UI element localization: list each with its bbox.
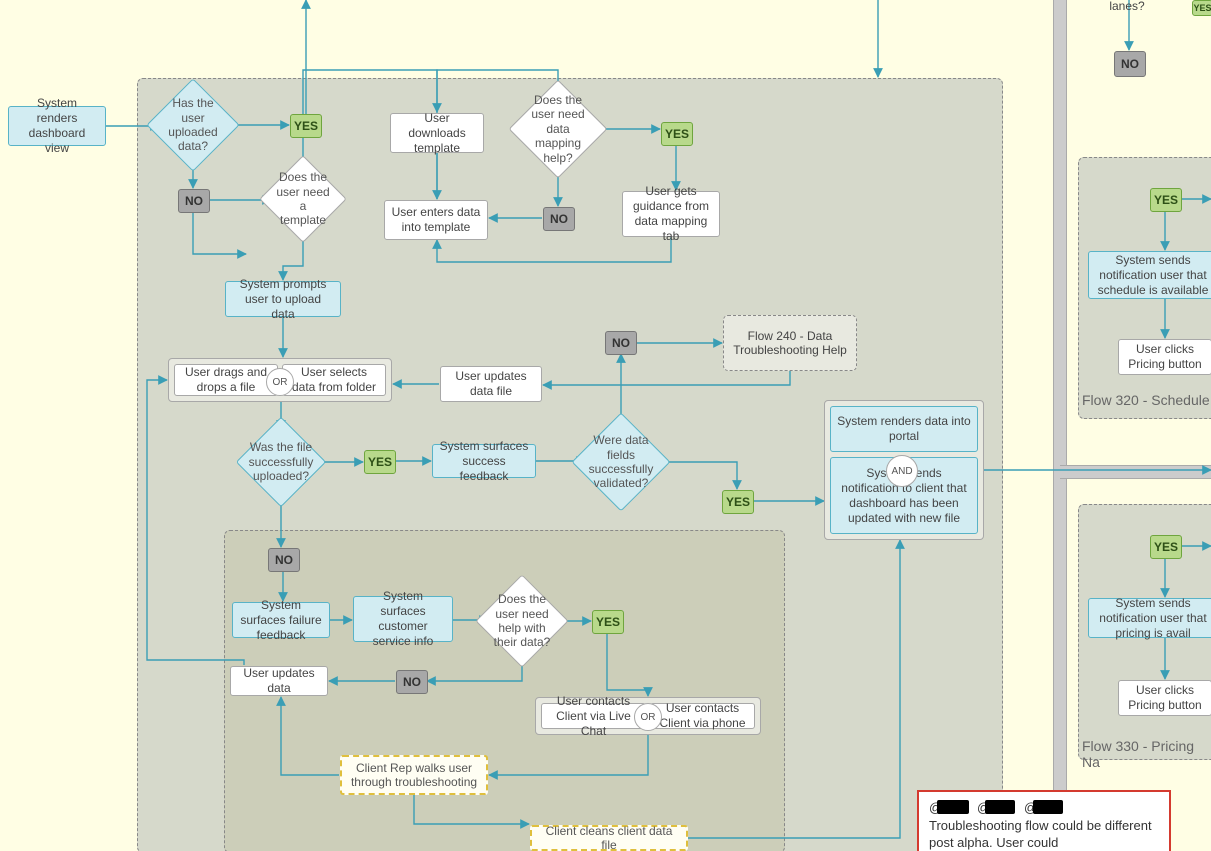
node-customer-service-info[interactable]: System surfaces customer service info [353, 596, 453, 642]
yes-validated: YES [722, 490, 754, 514]
node-render-into-portal: System renders data into portal [830, 406, 978, 452]
redaction-3 [1033, 800, 1063, 814]
node-contact-phone: User contacts Client via phone [650, 703, 755, 729]
node-enter-data-template[interactable]: User enters data into template [384, 200, 488, 240]
no-top-right: NO [1114, 51, 1146, 77]
redaction-1 [937, 800, 969, 814]
node-download-template[interactable]: User downloads template [390, 113, 484, 153]
node-rep-troubleshoot[interactable]: Client Rep walks user through troublesho… [340, 755, 488, 795]
decision-need-help-data[interactable]: Does the user need help with their data? [489, 588, 555, 654]
yes-need-help: YES [592, 610, 624, 634]
node-user-updates-data-file[interactable]: User updates data file [440, 366, 542, 402]
no-mapping: NO [543, 207, 575, 231]
yes-320: YES [1150, 188, 1182, 212]
fragment-lanes-text: lanes? [1097, 0, 1157, 12]
node-click-pricing-330[interactable]: User clicks Pricing button [1118, 680, 1211, 716]
node-system-prompt-upload[interactable]: System prompts user to upload data [225, 281, 341, 317]
decision-need-mapping-help[interactable]: Does the user need data mapping help? [523, 94, 593, 164]
node-click-pricing-320[interactable]: User clicks Pricing button [1118, 339, 1211, 375]
node-guidance-mapping-tab[interactable]: User gets guidance from data mapping tab [622, 191, 720, 237]
v-scroll-track[interactable] [1053, 0, 1067, 851]
node-user-updates-data[interactable]: User updates data [230, 666, 328, 696]
node-system-renders-dashboard[interactable]: System renders dashboard view [8, 106, 106, 146]
and-connector: AND [886, 455, 918, 487]
comment-text: Troubleshooting flow could be different … [929, 818, 1159, 851]
or-connector-upload: OR [266, 368, 294, 396]
no-uploaded: NO [178, 189, 210, 213]
decision-upload-success[interactable]: Was the file successfully uploaded? [249, 430, 313, 494]
yes-uploaded: YES [290, 114, 322, 138]
yes-mapping: YES [661, 122, 693, 146]
no-upload-ok: NO [268, 548, 300, 572]
no-validated: NO [605, 331, 637, 355]
node-drag-drop-file: User drags and drops a file [174, 364, 278, 396]
node-client-cleans-file[interactable]: Client cleans client data file [530, 825, 688, 851]
label-flow-320: Flow 320 - Schedule [1082, 392, 1210, 408]
redaction-2 [985, 800, 1015, 814]
node-select-from-folder: User selects data from folder [282, 364, 386, 396]
node-failure-feedback[interactable]: System surfaces failure feedback [232, 602, 330, 638]
label-flow-330: Flow 330 - Pricing Na [1082, 738, 1211, 770]
node-notify-pricing-available[interactable]: System sends notification user that pric… [1088, 598, 1211, 638]
yes-upload-ok: YES [364, 450, 396, 474]
node-notify-schedule-available[interactable]: System sends notification user that sche… [1088, 251, 1211, 299]
yes-330: YES [1150, 535, 1182, 559]
ref-flow-240[interactable]: Flow 240 - Data Troubleshooting Help [723, 315, 857, 371]
decision-fields-validated[interactable]: Were data fields successfully validated? [586, 427, 656, 497]
h-scroll-track[interactable] [1060, 465, 1211, 479]
node-contact-live-chat: User contacts Client via Live Chat [541, 703, 646, 729]
decision-need-template[interactable]: Does the user need a template [272, 168, 334, 230]
no-need-help: NO [396, 670, 428, 694]
yes-top-right-fragment: YES [1192, 0, 1211, 16]
node-success-feedback[interactable]: System surfaces success feedback [432, 444, 536, 478]
or-connector-contact: OR [634, 703, 662, 731]
decision-has-uploaded-data[interactable]: Has the user uploaded data? [160, 92, 226, 158]
